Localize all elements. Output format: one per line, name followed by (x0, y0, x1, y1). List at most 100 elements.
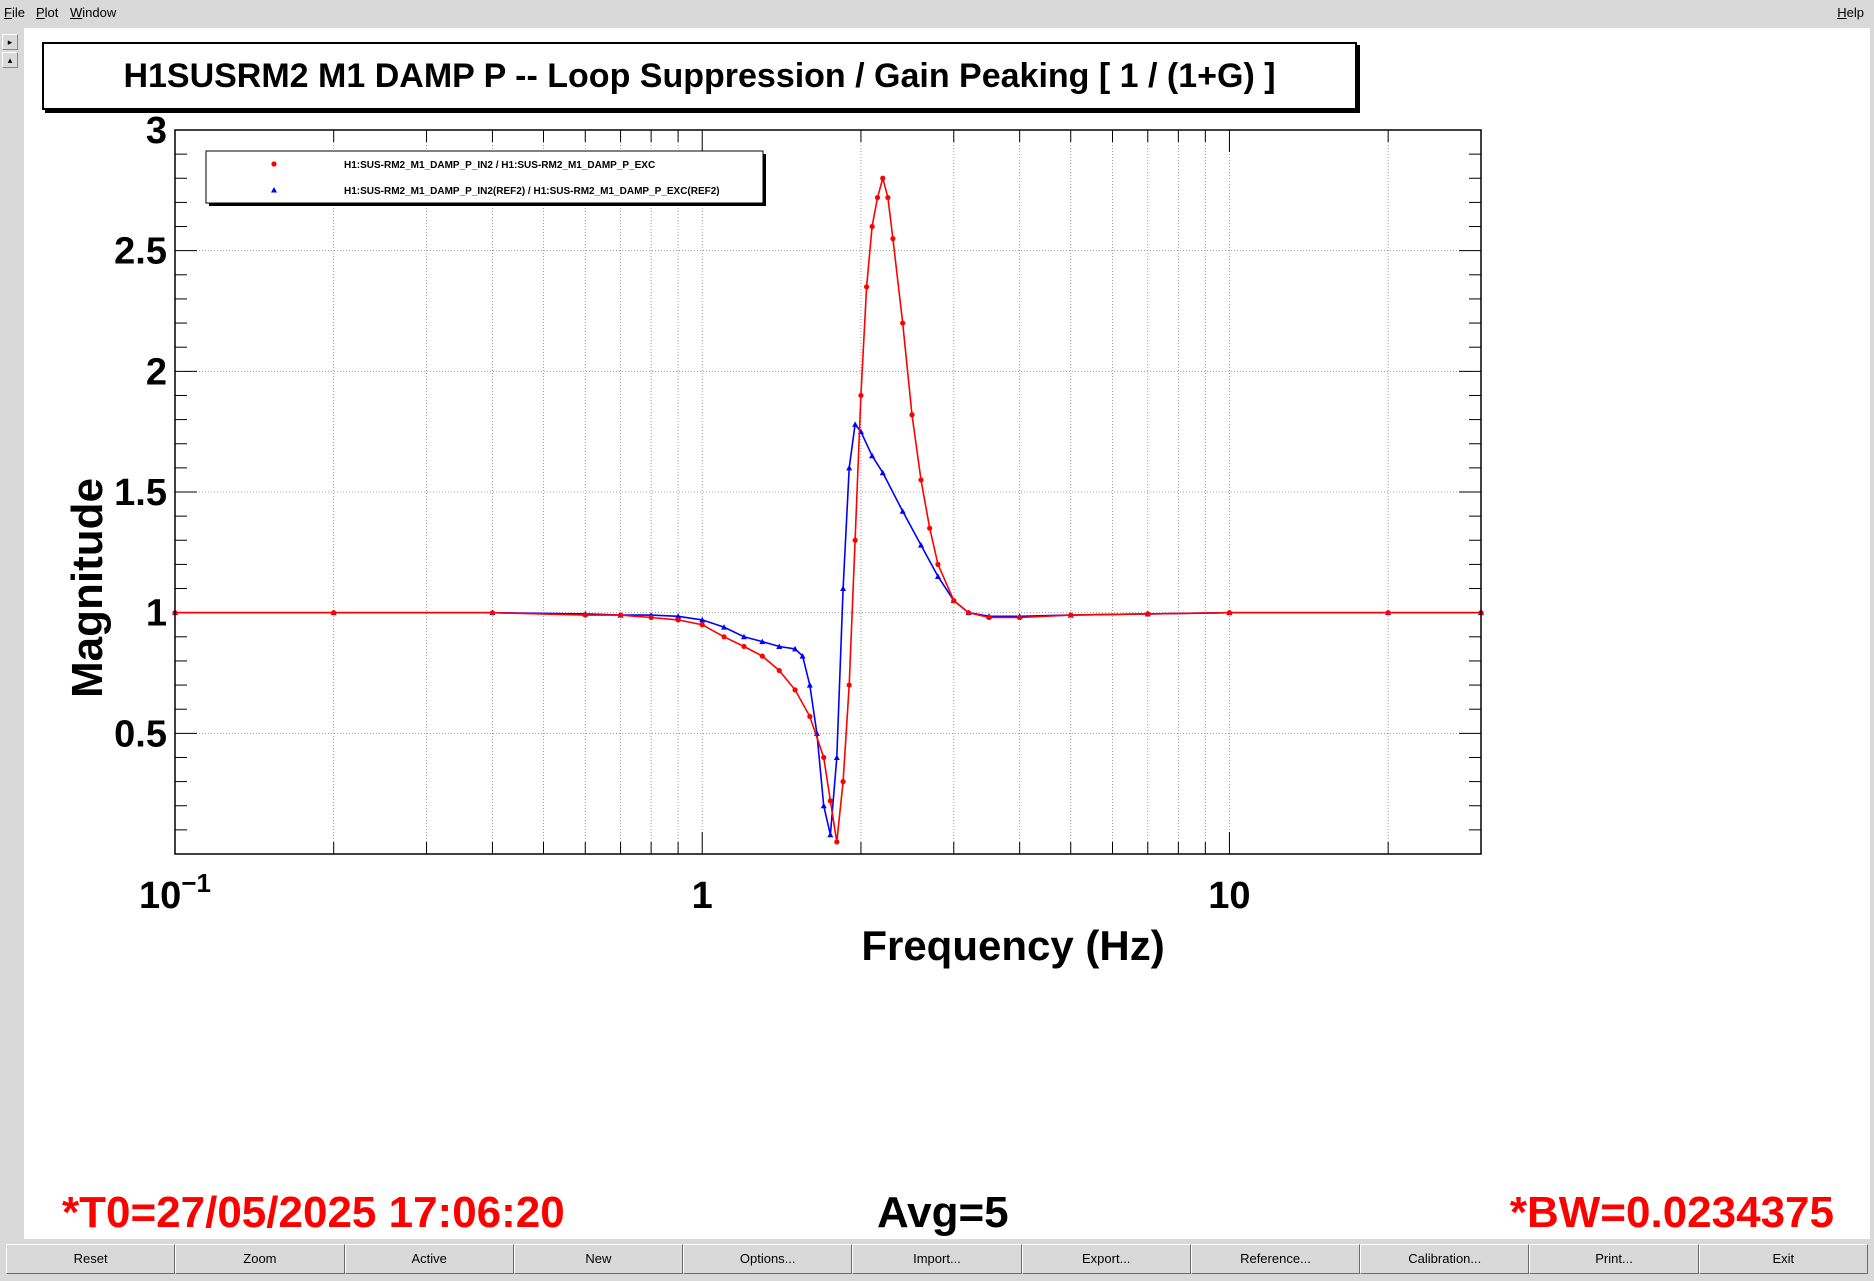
data-point (834, 839, 840, 845)
start-time-label: *T0=27/05/2025 17:06:20 (62, 1188, 565, 1237)
data-point (821, 754, 827, 761)
data-point (869, 452, 876, 459)
data-point (880, 175, 886, 181)
averages-label: Avg=5 (877, 1188, 1009, 1237)
legend-marker-triangle-icon (271, 187, 277, 193)
x-tick-label: 1 (692, 875, 713, 917)
series-current (172, 175, 1484, 845)
series-reference (172, 421, 1484, 838)
data-point (986, 614, 992, 621)
data-point (489, 610, 496, 616)
data-point (927, 525, 933, 531)
y-tick-label: 2 (146, 351, 167, 393)
zoom-button[interactable]: Zoom (175, 1244, 345, 1274)
data-point (331, 610, 337, 616)
magnitude-chart: 0.511.522.53 10−1 1 10 Frequency (Hz) Magn… (63, 110, 1484, 969)
x-tick-label: 10 (1208, 875, 1250, 917)
data-point (909, 412, 915, 418)
data-point (874, 194, 881, 201)
legend: H1:SUS-RM2_M1_DAMP_P_IN2 / H1:SUS-RM2_M1… (205, 150, 766, 206)
y-axis-title: Magnitude (63, 478, 112, 698)
data-point (721, 624, 728, 630)
data-point (918, 477, 924, 483)
button-bar: Reset Zoom Active New Options... Import... Exp… (0, 1243, 1874, 1279)
data-point (900, 320, 906, 326)
grid-lines (175, 130, 1482, 854)
menu-help[interactable]: Help (1837, 5, 1864, 20)
plot-title: H1SUSRM2 M1 DAMP P -- Loop Suppression /… (42, 42, 1357, 110)
print-button[interactable]: Print... (1529, 1244, 1699, 1274)
x-tick-label-exponent: −1 (181, 868, 211, 898)
data-point (863, 284, 870, 290)
legend-marker-circle-icon (271, 161, 277, 167)
data-point (740, 633, 747, 640)
menu-plot[interactable]: Plot (36, 5, 59, 20)
data-point (820, 802, 827, 809)
data-point (792, 645, 799, 652)
new-button[interactable]: New (513, 1244, 684, 1274)
data-point (617, 612, 624, 618)
data-point (885, 194, 891, 201)
exit-button[interactable]: Exit (1698, 1244, 1868, 1274)
data-point (918, 542, 925, 548)
active-button[interactable]: Active (344, 1244, 514, 1274)
reference-button[interactable]: Reference... (1190, 1244, 1361, 1274)
data-point (1226, 610, 1233, 616)
data-point (852, 537, 858, 543)
data-point (582, 612, 588, 618)
bandwidth-label: *BW=0.0234375 (1509, 1188, 1834, 1237)
y-tick-label: 1.5 (114, 472, 167, 514)
plot-frame (174, 129, 1482, 855)
data-point (965, 610, 972, 616)
y-tick-label: 2.5 (114, 231, 167, 273)
data-point (807, 713, 813, 720)
calibration-button[interactable]: Calibration... (1360, 1244, 1530, 1274)
data-point (934, 573, 941, 579)
expand-right-icon[interactable]: ▸ (2, 34, 18, 50)
data-point (840, 585, 847, 592)
data-point (827, 831, 834, 838)
x-tick-label-base: 10 (1208, 875, 1250, 917)
y-tick-label: 0.5 (114, 713, 167, 755)
collapse-up-icon[interactable]: ▴ (2, 52, 18, 68)
data-point (833, 754, 840, 760)
x-tick-label-base: 10 (139, 875, 181, 917)
reset-button[interactable]: Reset (6, 1244, 176, 1274)
data-point (951, 598, 957, 604)
data-point (675, 613, 682, 619)
data-point (846, 464, 853, 471)
y-tick-label: 3 (146, 110, 167, 152)
data-point (858, 392, 864, 399)
y-tick-labels: 0.5 1 1.5 2 2.5 3 (114, 110, 167, 755)
data-point (792, 687, 798, 693)
data-point (827, 798, 833, 804)
data-point (776, 643, 783, 649)
x-tick-label: 10−1 (139, 868, 211, 917)
options-button[interactable]: Options... (683, 1244, 853, 1274)
y-tick-label: 1 (146, 593, 167, 635)
legend-box (205, 150, 764, 204)
data-point (879, 469, 886, 476)
menu-bar: File Plot Window Help (0, 0, 1874, 24)
data-point (852, 421, 859, 427)
menu-window[interactable]: Window (70, 5, 117, 20)
data-point (699, 622, 705, 628)
data-point (1017, 614, 1023, 621)
export-button[interactable]: Export... (1021, 1244, 1191, 1274)
x-tick-labels: 10−1 1 10 (139, 868, 1251, 917)
data-point (899, 508, 906, 514)
data-point (840, 779, 846, 785)
data-point (935, 561, 941, 568)
import-button[interactable]: Import... (852, 1244, 1022, 1274)
legend-entry-label: H1:SUS-RM2_M1_DAMP_P_IN2(REF2) / H1:SUS-… (344, 186, 720, 197)
data-point (648, 614, 654, 621)
data-point (699, 616, 706, 623)
legend-entry-label: H1:SUS-RM2_M1_DAMP_P_IN2 / H1:SUS-RM2_M1… (344, 160, 655, 171)
plot-canvas[interactable]: H1SUSRM2 M1 DAMP P -- Loop Suppression /… (24, 28, 1870, 1239)
series-layer (172, 175, 1484, 845)
data-point (799, 653, 806, 659)
data-point (721, 634, 727, 640)
menu-file[interactable]: File (4, 5, 25, 20)
data-point (776, 667, 782, 674)
data-point (1385, 610, 1391, 616)
